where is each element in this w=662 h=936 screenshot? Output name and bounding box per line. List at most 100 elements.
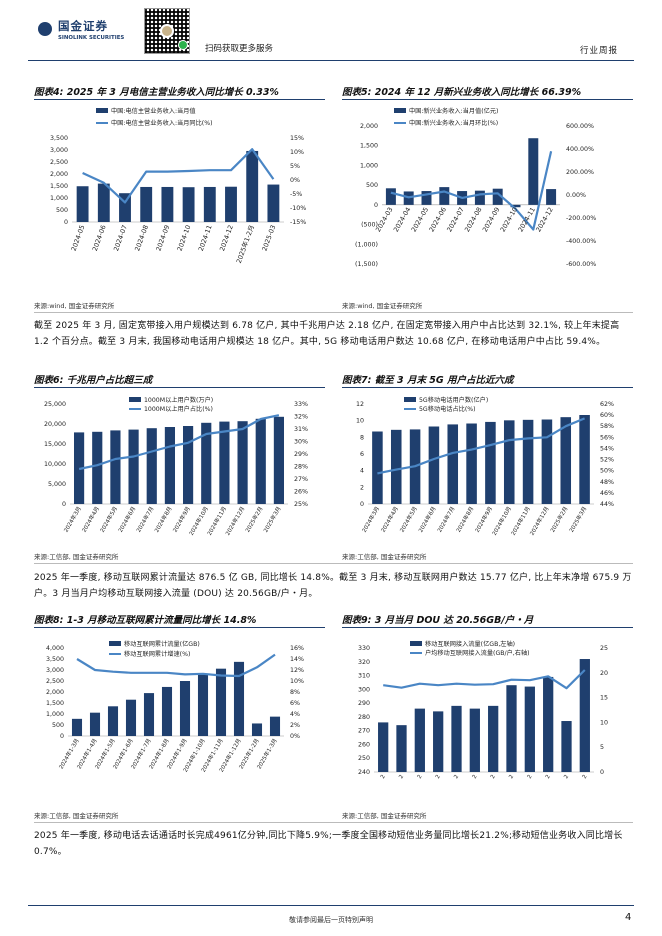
y-tick-label-right: 58% <box>600 423 614 430</box>
y-tick-label-right: -15% <box>290 219 306 226</box>
bar <box>237 421 248 504</box>
y-tick-label-left: 2,000 <box>360 123 378 130</box>
x-tick-label: 2025年3月 <box>261 505 282 534</box>
y-tick-label-left: 280 <box>358 714 370 721</box>
x-tick-label: 2 <box>582 774 589 780</box>
figure-5-rule <box>342 99 633 100</box>
footer-divider <box>28 905 634 906</box>
bar <box>528 138 539 205</box>
x-tick-label: 2024年8月 <box>152 505 173 534</box>
y-tick-label-right: 6% <box>290 700 300 707</box>
bar <box>439 187 450 205</box>
y-tick-label-left: 500 <box>56 207 68 214</box>
bar <box>390 429 402 504</box>
page-number: 4 <box>625 912 632 923</box>
x-tick-label: 2 <box>435 774 442 780</box>
bar <box>524 686 535 772</box>
x-tick-label: 2 <box>398 774 405 780</box>
legend-bar-swatch <box>394 108 406 113</box>
x-tick-label: 2024-08 <box>133 224 150 252</box>
bar <box>140 186 153 222</box>
x-tick-label: 2024-06 <box>91 224 108 252</box>
y-tick-label-right: 16% <box>290 645 304 652</box>
y-tick-label-left: 1,500 <box>360 143 378 150</box>
y-tick-label-right: 200.00% <box>566 169 594 176</box>
x-tick-label: 2024-12 <box>218 224 235 252</box>
y-tick-label-right: 33% <box>294 401 308 408</box>
bar <box>76 186 89 222</box>
x-tick-label: 2025年3月 <box>567 505 588 534</box>
legend-label: 移动互联网累计流量(亿GB) <box>124 640 200 648</box>
bar <box>488 705 499 772</box>
y-tick-label-left: 290 <box>358 700 370 707</box>
x-tick-label: 2 <box>545 774 552 780</box>
y-tick-label-left: 1,000 <box>46 711 64 718</box>
x-tick-label: 2024-09 <box>154 224 171 252</box>
legend-bar-swatch <box>404 397 416 402</box>
bar <box>378 722 389 772</box>
y-tick-label-right: 30% <box>294 439 308 446</box>
paragraph-broadband: 截至 2025 年 3 月, 固定宽带接入用户规模达到 6.78 亿户, 其中千… <box>34 321 620 347</box>
y-tick-label-left: 1,500 <box>50 183 68 190</box>
qr-code-icon[interactable] <box>144 8 190 54</box>
footer-disclaimer[interactable]: 敬请参阅最后一页特别声明 <box>289 916 373 924</box>
y-tick-label-left: 4,000 <box>46 645 64 652</box>
bar <box>543 676 554 772</box>
bar <box>233 661 245 736</box>
x-tick-label: 2 <box>508 774 515 780</box>
legend-label: 中国:新兴业务收入:当月环比(%) <box>409 119 498 127</box>
bar <box>119 193 131 222</box>
y-tick-label-left: 2,000 <box>46 689 64 696</box>
scan-prompt: 扫码获取更多服务 <box>205 44 274 54</box>
y-tick-label-left: 8 <box>360 434 364 441</box>
bar <box>89 712 101 736</box>
bar <box>506 685 517 772</box>
y-tick-label-left: 300 <box>358 686 370 693</box>
x-tick-label: 2024年4月 <box>379 505 400 534</box>
y-tick-label-left: (1,000) <box>355 241 378 248</box>
y-tick-label-right: 0.00% <box>566 192 586 199</box>
figure-7-title: 图表7: 截至 3 月末 5G 用户占比近六成 <box>342 375 514 386</box>
bar <box>182 426 194 504</box>
bar <box>179 681 191 736</box>
bar <box>414 708 425 772</box>
series-line <box>76 653 276 678</box>
figure-6-rule <box>34 387 325 388</box>
y-tick-label-left: 3,500 <box>50 135 68 142</box>
paragraph-voice-sms: 2025 年一季度, 移动电话去话通话时长完成4961亿分钟,同比下降5.9%;… <box>34 831 623 857</box>
figure-8-title: 图表8: 1-3 月移动互联网累计流量同比增长 14.8% <box>34 615 257 626</box>
y-tick-label-right: 0% <box>290 733 300 740</box>
legend-label: 户均移动互联网接入流量(GB/户,右轴) <box>425 649 530 657</box>
x-tick-label: 2 <box>563 774 570 780</box>
y-tick-label-left: 2,000 <box>50 171 68 178</box>
figure-5-title: 图表5: 2024 年 12 月新兴业务收入同比增长 66.39% <box>342 87 582 98</box>
y-tick-label-right: 600.00% <box>566 123 594 130</box>
legend-label: 5G移动电话占比(%) <box>419 405 476 413</box>
bar <box>161 686 173 736</box>
y-tick-label-right: 31% <box>294 426 308 433</box>
bar <box>561 721 572 772</box>
y-tick-label-right: 50% <box>600 468 614 475</box>
y-tick-label-left: 3,000 <box>50 147 68 154</box>
x-tick-label: 2 <box>472 774 479 780</box>
y-tick-label-right: 56% <box>600 434 614 441</box>
legend-label: 5G移动电话用户数(亿户) <box>419 396 488 404</box>
x-tick-label: 2024年9月 <box>171 505 192 534</box>
y-tick-label-left: 0 <box>64 219 68 226</box>
y-tick-label-left: 270 <box>358 728 370 735</box>
y-tick-label-right: 5 <box>600 744 604 751</box>
figure-6-chart: 1000M以上用户数(万户)1000M以上用户占比(%) 0 5,000 10,000… <box>44 396 308 537</box>
bar <box>372 431 383 504</box>
x-tick-label: 2024年6月 <box>416 505 437 534</box>
bar <box>128 429 139 504</box>
x-tick-label: 2024-05 <box>70 224 87 252</box>
figure-5-chart: 中国:新兴业务收入:当月值(亿元) 中国:新兴业务收入:当月环比(%) (1,500… <box>355 107 596 268</box>
bar <box>251 723 263 736</box>
x-tick-label: 2024年8月 <box>454 505 475 534</box>
figure-7-chart: 5G移动电话用户数(亿户)5G移动电话占比(%) 0 2 4 6 8 10 12 44% 46% 4… <box>356 396 614 537</box>
bar <box>510 204 521 208</box>
x-tick-label: 2024年9月 <box>473 505 494 534</box>
y-tick-label-left: 250 <box>358 755 370 762</box>
legend-bar-swatch <box>129 397 141 402</box>
